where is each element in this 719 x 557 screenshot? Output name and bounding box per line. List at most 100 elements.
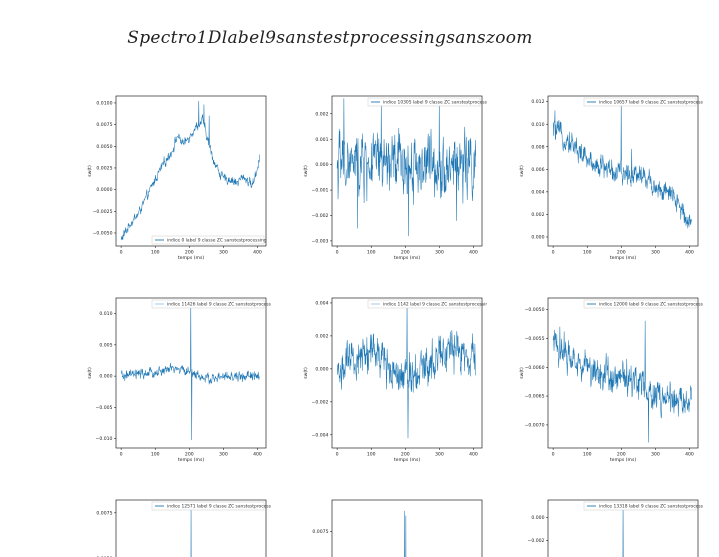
legend-box xyxy=(151,235,265,245)
x-tick-label: 200 xyxy=(185,250,194,256)
y-tick-label: 0.000 xyxy=(315,162,328,168)
y-tick-label: 0.004 xyxy=(315,301,328,307)
y-tick-label: −0.003 xyxy=(311,239,328,245)
series-line xyxy=(336,301,477,439)
y-tick-label: −0.005 xyxy=(95,405,112,411)
legend-box xyxy=(151,501,265,511)
plot-frame xyxy=(331,297,483,449)
y-tick-label: −0.010 xyxy=(95,436,112,442)
x-tick-label: 400 xyxy=(685,250,694,256)
y-tick-label: −0.002 xyxy=(311,399,328,405)
plot-frame xyxy=(115,499,267,557)
series-line xyxy=(121,302,260,441)
y-tick-label: 0.0075 xyxy=(96,122,112,128)
y-tick-label: 0.0100 xyxy=(96,101,112,107)
x-tick-label: 100 xyxy=(583,250,592,256)
series-line xyxy=(552,99,693,229)
y-axis-label: sw(t) xyxy=(87,367,93,379)
x-tick-label: 300 xyxy=(435,250,444,256)
plot-frame xyxy=(115,95,267,247)
y-tick-label: −0.0050 xyxy=(93,231,113,237)
legend-box xyxy=(583,299,697,309)
legend-box xyxy=(151,299,265,309)
y-tick-label: 0.0025 xyxy=(96,166,112,172)
x-tick-label: 400 xyxy=(469,250,478,256)
x-tick-label: 300 xyxy=(219,452,228,458)
x-tick-label: 100 xyxy=(367,250,376,256)
x-axis-label: temps (ms) xyxy=(394,457,421,463)
y-tick-label: −0.0065 xyxy=(525,394,545,400)
y-tick-label: 0.002 xyxy=(531,212,544,218)
y-tick-label: 0.0000 xyxy=(96,187,112,193)
x-tick-label: 200 xyxy=(401,250,410,256)
x-axis-label: temps (ms) xyxy=(610,457,637,463)
legend-box xyxy=(583,501,697,511)
y-tick-label: −0.0070 xyxy=(525,423,545,429)
x-tick-label: 300 xyxy=(651,452,660,458)
x-tick-label: 100 xyxy=(583,452,592,458)
y-axis-label: sw(t) xyxy=(87,165,93,177)
y-tick-label: −0.002 xyxy=(311,213,328,219)
y-tick-label: 0.000 xyxy=(531,235,544,241)
y-tick-label: 0.000 xyxy=(531,515,544,521)
x-axis-label: temps (ms) xyxy=(178,255,205,261)
y-tick-label: 0.012 xyxy=(531,99,544,105)
x-axis-label: temps (ms) xyxy=(394,255,421,261)
figure-title: Spectro1Dlabel9sanstestprocessingsanszoo… xyxy=(127,28,533,48)
y-tick-label: 0.0075 xyxy=(312,529,328,535)
y-axis-label: sw(t) xyxy=(303,367,309,379)
plot-frame xyxy=(331,499,483,557)
plot-frame xyxy=(547,95,699,247)
legend-box xyxy=(367,97,481,107)
x-tick-label: 100 xyxy=(367,452,376,458)
y-tick-label: −0.0025 xyxy=(93,209,113,215)
legend-box xyxy=(583,97,697,107)
chart-panel-6: −0.0070 −0.0065 −0.0060 −0.0055 −0.0050 0 100 2… xyxy=(519,297,703,463)
x-tick-label: 100 xyxy=(151,452,160,458)
chart-panel-5: −0.004 −0.002 0.000 0.002 0.004 0 100 200 300 400… xyxy=(303,297,487,463)
x-tick-label: 200 xyxy=(401,452,410,458)
chart-panel-1: −0.0050 −0.0025 0.0000 0.0025 0.0050 0.0075 0.… xyxy=(87,95,267,261)
x-tick-label: 200 xyxy=(185,452,194,458)
legend-label: indice 12000 label 9 classe ZC sanstestp… xyxy=(599,302,703,308)
x-tick-label: 200 xyxy=(617,250,626,256)
y-axis-label: sw(t) xyxy=(303,165,309,177)
y-tick-label: 0.002 xyxy=(315,111,328,117)
x-tick-label: 0 xyxy=(120,250,123,256)
y-tick-label: −0.004 xyxy=(311,432,328,438)
chart-panel-3: 0.000 0.002 0.004 0.006 0.008 0.010 0.012 0 100 2… xyxy=(519,95,703,261)
plot-frame xyxy=(547,297,699,449)
legend-box xyxy=(367,299,481,309)
y-tick-label: 0.001 xyxy=(315,137,328,143)
x-tick-label: 300 xyxy=(651,250,660,256)
x-axis-label: temps (ms) xyxy=(178,457,205,463)
series-line xyxy=(404,510,407,557)
x-tick-label: 300 xyxy=(219,250,228,256)
plot-frame xyxy=(331,95,483,247)
x-tick-label: 400 xyxy=(253,250,262,256)
y-tick-label: −0.0055 xyxy=(525,336,545,342)
x-tick-label: 400 xyxy=(685,452,694,458)
plot-frame xyxy=(547,499,699,557)
x-tick-label: 0 xyxy=(336,250,339,256)
y-tick-label: 0.004 xyxy=(531,189,544,195)
x-tick-label: 0 xyxy=(336,452,339,458)
y-axis-label: sw(t) xyxy=(519,367,525,379)
series-line xyxy=(336,98,477,237)
x-tick-label: 0 xyxy=(552,452,555,458)
plot-frame xyxy=(115,297,267,449)
legend-label: indice 0 label 9 classe ZC sanstestproce… xyxy=(167,238,267,244)
legend-label: indice 12571 label 9 classe ZC sanstestp… xyxy=(167,504,271,510)
chart-panel-4: −0.010 −0.005 0.000 0.005 0.010 0 100 200 300 400… xyxy=(87,297,271,463)
chart-panel-2: −0.003 −0.002 −0.001 0.000 0.001 0.002 0 100 200… xyxy=(303,95,487,261)
y-tick-label: 0.0075 xyxy=(96,510,112,516)
x-axis-label: temps (ms) xyxy=(610,255,637,261)
y-tick-label: 0.002 xyxy=(315,334,328,340)
y-tick-label: 0.006 xyxy=(531,167,544,173)
x-tick-label: 400 xyxy=(469,452,478,458)
y-tick-label: 0.0050 xyxy=(96,144,112,150)
x-tick-label: 100 xyxy=(151,250,160,256)
series-line xyxy=(552,320,693,443)
